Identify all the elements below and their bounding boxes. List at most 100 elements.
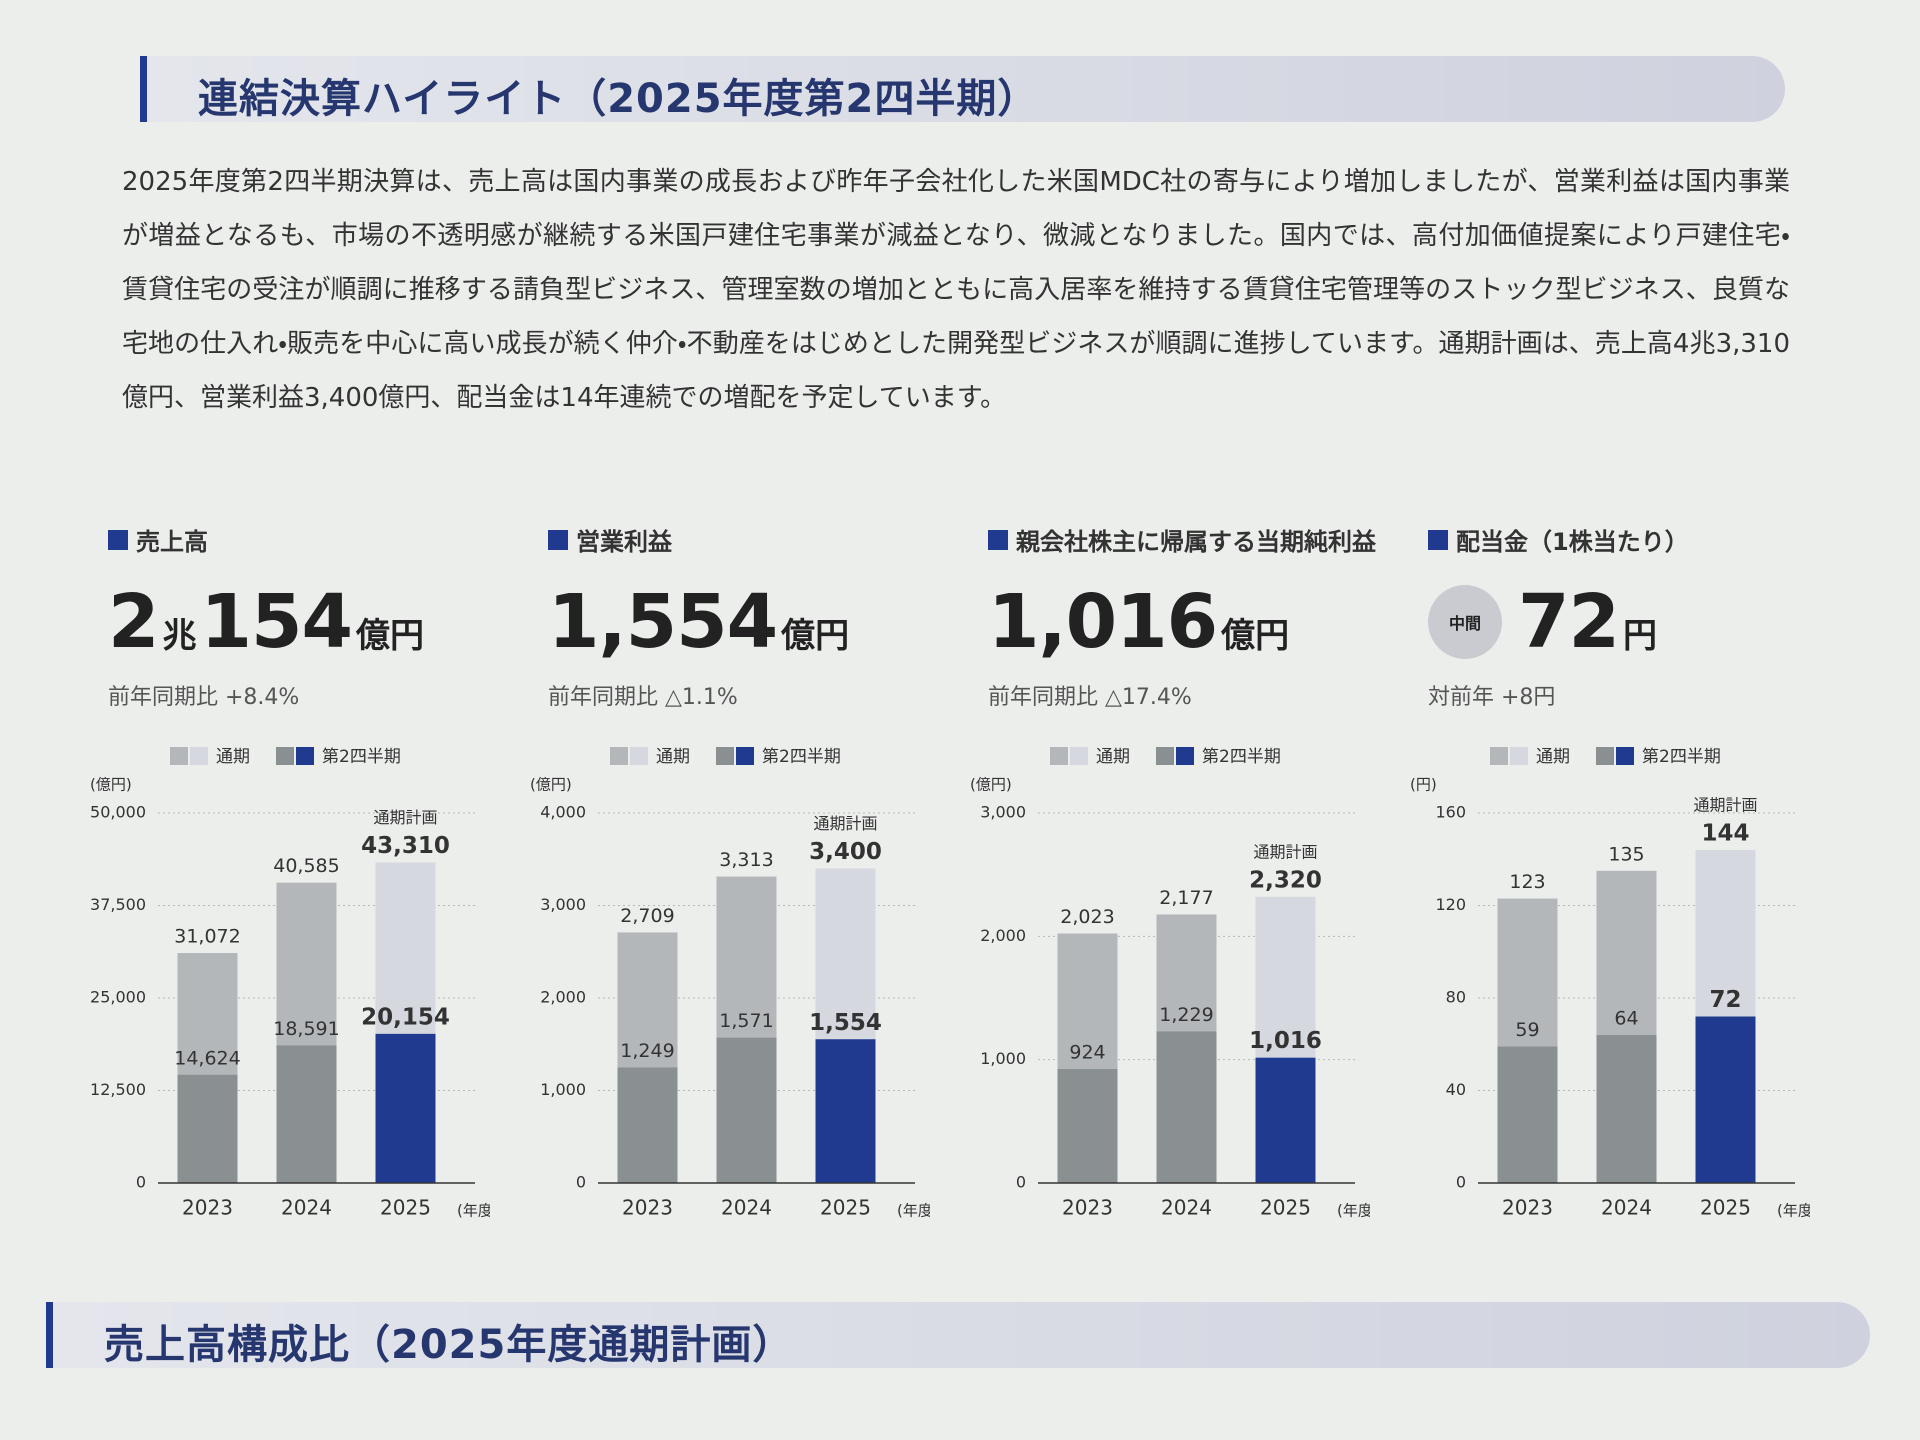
bar	[716, 1037, 777, 1183]
x-axis-label: (年度)	[1337, 1202, 1370, 1220]
y-tick-label: 50,000	[90, 803, 146, 822]
x-tick-label: 2023	[1062, 1196, 1113, 1220]
legend-swatch	[170, 747, 188, 765]
value-label: 40,585	[273, 855, 339, 877]
annotation: 通期計画	[1693, 796, 1757, 815]
kpi-unit: 億円	[1221, 616, 1290, 656]
kpi-number: 2	[108, 579, 159, 665]
kpi-figure: 1,016 億円	[988, 579, 1408, 665]
annotation: 通期計画	[1253, 842, 1317, 861]
kpi-label: 親会社株主に帰属する当期純利益	[988, 522, 1408, 557]
kpi-figure: 1,554 億円	[548, 579, 968, 665]
x-tick-label: 2024	[1601, 1196, 1652, 1220]
y-tick-label: 0	[576, 1173, 586, 1192]
bar	[1695, 1016, 1756, 1183]
legend-swatch	[190, 747, 208, 765]
y-tick-label: 3,000	[540, 895, 586, 914]
legend-swatch	[716, 747, 734, 765]
legend-swatch	[1510, 747, 1528, 765]
kpi: 売上高 2 兆 154 億円 前年同期比 +8.4%	[108, 522, 528, 711]
kpi-number: 1,554	[548, 579, 778, 665]
y-tick-label: 2,000	[980, 926, 1026, 945]
value-label: 924	[1069, 1042, 1105, 1064]
legend-swatch	[276, 747, 294, 765]
value-label: 1,571	[719, 1010, 773, 1032]
y-tick-label: 80	[1446, 988, 1466, 1007]
legend-swatch	[1156, 747, 1174, 765]
y-tick-label: 0	[1016, 1173, 1026, 1192]
chart: 通期 第2四半期 (億円) 0 1,000 2,000 3,000 2,023 924 2023 2…	[970, 747, 1370, 1220]
legend-label: 通期	[1536, 747, 1570, 767]
axis-unit: (億円)	[970, 776, 1012, 794]
value-label: 144	[1701, 821, 1749, 847]
body-text: 2025年度第2四半期決算は、売上高は国内事業の成長および昨年子会社化した米国M…	[122, 167, 1790, 413]
value-label: 1,229	[1159, 1004, 1213, 1026]
y-tick-label: 160	[1435, 803, 1466, 822]
legend-swatch	[610, 747, 628, 765]
legend-swatch	[1596, 747, 1614, 765]
x-tick-label: 2025	[380, 1196, 431, 1220]
annotation: 通期計画	[373, 808, 437, 827]
value-label: 2,320	[1249, 867, 1322, 893]
bar	[177, 1074, 238, 1183]
value-label: 59	[1515, 1019, 1539, 1041]
chart: 通期 第2四半期 (円) 0 40 80 120 160 123 59 2023 135 64 2024 1…	[1410, 747, 1810, 1220]
legend-swatch	[1490, 747, 1508, 765]
value-label: 31,072	[174, 926, 240, 948]
bar	[1255, 1057, 1316, 1183]
y-tick-label: 25,000	[90, 988, 146, 1007]
value-label: 1,249	[620, 1040, 674, 1062]
legend-swatch	[1050, 747, 1068, 765]
y-tick-label: 120	[1435, 895, 1466, 914]
x-axis-label: (年度)	[457, 1202, 490, 1220]
bar	[1057, 1069, 1118, 1183]
legend-swatch	[736, 747, 754, 765]
section-header: 売上高構成比（2025年度通期計画）	[46, 1302, 1870, 1368]
y-tick-label: 0	[1456, 1173, 1466, 1192]
x-tick-label: 2025	[1700, 1196, 1751, 1220]
x-tick-label: 2024	[1161, 1196, 1212, 1220]
y-tick-label: 2,000	[540, 988, 586, 1007]
value-label: 72	[1709, 987, 1741, 1013]
legend-swatch	[296, 747, 314, 765]
legend-label: 通期	[656, 747, 690, 767]
legend-label: 第2四半期	[1642, 747, 1721, 767]
kpi-change: 前年同期比 △1.1%	[548, 685, 738, 710]
kpi-number: 1,016	[988, 579, 1218, 665]
y-tick-label: 12,500	[90, 1080, 146, 1099]
x-axis-label: (年度)	[897, 1202, 930, 1220]
kpi-number: 72	[1518, 579, 1620, 665]
legend-swatch	[1176, 747, 1194, 765]
kpi-label: 売上高	[108, 522, 528, 557]
section-header: 連結決算ハイライト（2025年度第2四半期）	[140, 56, 1785, 122]
value-label: 64	[1614, 1008, 1638, 1030]
value-label: 43,310	[361, 833, 450, 859]
y-tick-label: 1,000	[980, 1049, 1026, 1068]
bar	[617, 1067, 678, 1183]
bar	[1156, 1031, 1217, 1183]
value-label: 2,709	[620, 905, 674, 927]
x-tick-label: 2025	[820, 1196, 871, 1220]
x-axis-label: (年度)	[1777, 1202, 1810, 1220]
value-label: 14,624	[174, 1047, 240, 1069]
kpi-figure: 中間 72 円	[1428, 579, 1848, 665]
section-title: 売上高構成比（2025年度通期計画）	[104, 1322, 794, 1368]
x-tick-label: 2025	[1260, 1196, 1311, 1220]
legend-swatch	[1070, 747, 1088, 765]
x-tick-label: 2023	[622, 1196, 673, 1220]
legend-label: 第2四半期	[762, 747, 841, 767]
kpi: 親会社株主に帰属する当期純利益 1,016 億円 前年同期比 △17.4%	[988, 522, 1408, 711]
value-label: 123	[1509, 871, 1545, 893]
axis-unit: (億円)	[90, 776, 132, 794]
kpi-unit: 兆	[162, 616, 197, 656]
kpi-unit: 億円	[355, 616, 424, 656]
kpi: 配当金（1株当たり） 中間 72 円対前年 +8円	[1428, 522, 1848, 711]
legend-label: 第2四半期	[322, 747, 401, 767]
axis-unit: (億円)	[530, 776, 572, 794]
value-label: 1,554	[809, 1010, 882, 1036]
kpi-figure: 2 兆 154 億円	[108, 579, 528, 665]
chart: 通期 第2四半期 (億円) 0 1,000 2,000 3,000 4,000 2,709 1,2…	[530, 747, 930, 1220]
y-tick-label: 4,000	[540, 803, 586, 822]
kpi-label: 営業利益	[548, 522, 968, 557]
